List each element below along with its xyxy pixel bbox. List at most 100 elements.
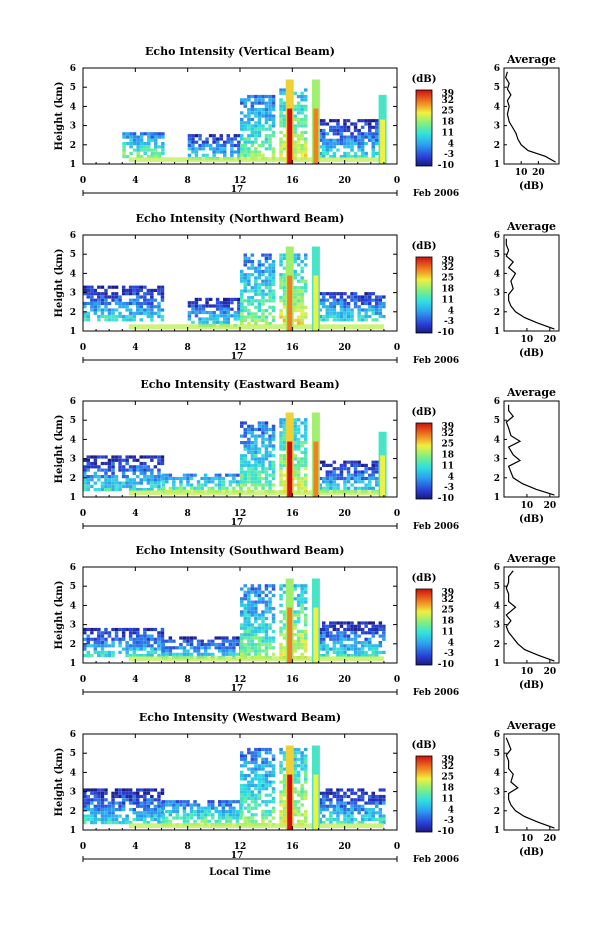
echo-cell [243,305,247,309]
echo-cell [350,308,354,312]
echo-cell [90,811,94,815]
colorbar [415,89,433,167]
echo-cell [293,813,297,817]
echo-cell [175,476,180,481]
echo-cell [250,450,255,454]
echo-cell [125,292,129,296]
panel-4: Echo Intensity (Westward Beam)123456Heig… [54,711,560,878]
echo-cell [212,314,216,318]
echo-cell [353,125,358,129]
precip-column-core [380,455,386,497]
echo-cell [214,642,218,647]
echo-cell [118,465,122,469]
echo-cell [136,801,140,805]
echo-cell [279,800,283,804]
echo-cell [268,101,272,105]
echo-cell [300,299,304,303]
echo-cell [121,458,126,462]
echo-cell [271,147,276,151]
echo-cell [132,148,137,152]
echo-cell [364,318,368,322]
echo-cell [250,639,255,643]
echo-cell [114,308,119,312]
echo-cell [182,636,187,640]
echo-cell [136,142,140,146]
colorbar-tick-label: 25 [441,773,454,783]
profile-y-tick-label: 3 [494,122,500,132]
echo-cell [304,140,308,144]
echo-cell [346,295,351,299]
colorbar-tick-label: 11 [441,794,454,804]
echo-cell [336,821,340,825]
echo-cell [90,475,94,479]
echo-cell [207,476,211,481]
echo-cell [350,473,354,477]
echo-cell [200,819,204,823]
echo-cell [279,760,283,765]
echo-cell [240,279,244,283]
echo-cell [296,441,301,445]
echo-cell [261,460,265,464]
echo-cell [268,256,272,260]
echo-cell [300,584,304,588]
echo-cell [293,302,297,306]
echo-cell [240,790,244,794]
echo-cell [139,295,143,299]
echo-cell [254,312,258,316]
echo-cell [336,125,340,129]
echo-cell [191,307,195,311]
echo-cell [221,486,226,490]
echo-cell [296,322,301,326]
echo-cell [207,486,211,490]
echo-cell [339,634,344,638]
echo-cell [168,473,173,477]
echo-cell [296,150,301,154]
echo-cell [325,634,330,638]
echo-cell [114,791,119,795]
echo-cell [182,476,187,481]
echo-cell [371,808,375,812]
echo-cell [215,147,220,151]
echo-cell [243,463,247,467]
echo-cell [375,467,379,471]
echo-cell [279,150,283,154]
echo-cell [132,484,136,488]
echo-cell [165,646,169,650]
echo-cell [279,98,283,102]
echo-cell [125,318,129,322]
echo-cell [343,467,347,471]
echo-cell [343,122,347,126]
echo-cell [165,809,169,814]
echo-cell [107,311,112,315]
echo-cell [368,128,372,133]
echo-cell [332,119,337,123]
echo-cell [139,148,144,152]
echo-cell [136,298,140,302]
echo-cell [300,819,304,823]
echo-cell [375,794,379,799]
echo-cell [304,153,308,157]
echo-cell [143,461,147,466]
echo-cell [143,804,147,808]
echo-cell [187,137,192,141]
echo-cell [187,143,192,148]
echo-cell [325,292,330,296]
echo-cell [318,804,322,808]
echo-cell [201,140,206,144]
echo-cell [300,318,304,322]
echo-cell [161,145,165,149]
echo-cell [93,808,98,812]
x-tick-label: 8 [185,176,191,186]
echo-cell [194,301,199,305]
echo-cell [143,811,147,815]
echo-cell [282,295,287,300]
echo-cell [198,317,202,321]
echo-cell [268,269,272,273]
echo-cell [254,793,258,797]
echo-cell [161,649,165,653]
echo-cell [232,480,236,484]
echo-cell [368,476,372,481]
echo-cell [371,311,375,315]
echo-cell [232,486,236,490]
echo-cell [343,647,347,651]
